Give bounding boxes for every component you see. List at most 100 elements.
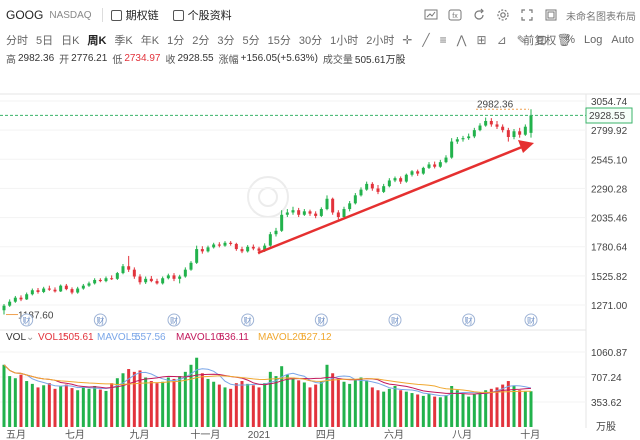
lock-icon[interactable]: ⊡	[536, 33, 547, 47]
auto-toggle[interactable]: Auto	[611, 34, 634, 46]
candle-body	[461, 138, 465, 140]
candle-body	[416, 171, 420, 174]
period-item[interactable]: 年K	[140, 35, 160, 47]
pattern-tool-icon[interactable]: ⋀	[456, 33, 467, 47]
fib-tool-icon[interactable]: ⊞	[476, 33, 487, 47]
adjust-dropdown[interactable]: 前复权	[523, 35, 557, 47]
period-item-active[interactable]: 周K	[87, 35, 107, 47]
candle-body	[291, 210, 295, 213]
chart-type-icon[interactable]	[422, 6, 440, 24]
period-item[interactable]: 1分	[167, 35, 185, 47]
brush-tool-icon[interactable]: ✎	[516, 33, 527, 47]
period-item[interactable]: 5分	[242, 35, 260, 47]
candle-body	[501, 126, 505, 131]
layout-name[interactable]: 未命名图表布局	[566, 11, 636, 23]
earnings-marker-label: 财	[317, 316, 325, 326]
period-item[interactable]: 日K	[61, 35, 80, 47]
volume-bar	[455, 390, 459, 427]
volume-bar	[365, 380, 369, 427]
candle-body	[268, 234, 272, 246]
candle-body	[399, 178, 403, 182]
volume-bar	[331, 373, 335, 427]
volume-bar	[314, 384, 318, 427]
screenshot-icon[interactable]	[542, 6, 560, 24]
volume-bar	[2, 364, 6, 427]
low-label: 低	[112, 54, 123, 66]
collapse-icon[interactable]: ⌄	[26, 332, 34, 343]
volume-bar	[13, 378, 17, 427]
refresh-icon[interactable]	[470, 6, 488, 24]
candle-body	[376, 188, 380, 192]
candle-body	[472, 130, 476, 137]
volume-bar	[438, 397, 442, 427]
candle-body	[421, 167, 425, 174]
volume-bar	[506, 381, 510, 427]
high-value: 2982.36	[18, 52, 55, 64]
candle-body	[404, 174, 408, 182]
x-axis-label: 九月	[129, 429, 149, 440]
period-item[interactable]: 季K	[114, 35, 133, 47]
settings-icon[interactable]	[494, 6, 512, 24]
percent-toggle[interactable]: %	[565, 34, 575, 46]
volume-bar	[25, 381, 29, 427]
candle-body	[8, 301, 12, 306]
period-item[interactable]: 30分	[298, 35, 323, 47]
stock-symbol[interactable]: GOOG	[6, 8, 44, 22]
current-price-tag: 2928.55	[585, 107, 633, 124]
candle-body	[348, 203, 352, 210]
candle-body	[212, 244, 216, 248]
log-toggle[interactable]: Log	[584, 34, 603, 46]
channel-tool-icon[interactable]: ≡	[439, 33, 447, 47]
candle-body	[302, 211, 306, 215]
mavol20-legend-value: 527.12	[301, 332, 332, 343]
options-chain-link[interactable]: 期权链	[110, 7, 159, 23]
options-chain-icon	[110, 9, 122, 21]
volume-bar	[87, 388, 91, 427]
candle-body	[127, 266, 131, 270]
candle-body	[161, 278, 165, 284]
volume-bar	[291, 377, 295, 427]
indicator-icon[interactable]: fx	[446, 6, 464, 24]
volume-bar	[529, 391, 533, 427]
period-item[interactable]: 15分	[267, 35, 291, 47]
line-tool-icon[interactable]: ╱	[422, 33, 430, 47]
candle-body	[484, 120, 488, 126]
candle-body	[200, 249, 204, 252]
change-label: 涨幅	[218, 54, 239, 66]
volume-bar	[166, 377, 170, 427]
volume-bar	[472, 394, 476, 427]
earnings-marker	[167, 313, 181, 327]
volume-bar	[240, 381, 244, 427]
candle-body	[178, 276, 182, 279]
period-item[interactable]: 2分	[192, 35, 210, 47]
volume-bar	[251, 385, 255, 427]
volume-bar	[53, 388, 57, 427]
period-item[interactable]: 2小时	[366, 35, 395, 47]
candle-body	[285, 212, 289, 215]
volume-bar	[138, 370, 142, 427]
period-item[interactable]: 3分	[217, 35, 235, 47]
price-tick-label: 1525.82	[591, 272, 628, 283]
trash-icon[interactable]: 🗑	[556, 33, 572, 47]
current-price-label: 2928.55	[589, 111, 626, 122]
change-value: +156.05(+5.63%)	[240, 52, 318, 64]
earnings-marker	[93, 313, 107, 327]
period-item[interactable]: 5日	[36, 35, 54, 47]
measure-tool-icon[interactable]: ⊿	[496, 33, 507, 47]
fullscreen-icon[interactable]	[518, 6, 536, 24]
earnings-marker	[524, 313, 538, 327]
stock-profile-label: 个股资料	[187, 10, 232, 22]
candle-body	[223, 242, 227, 246]
candle-body	[138, 276, 142, 283]
crosshair-icon[interactable]: ✛	[402, 33, 413, 47]
top-toolbar: GOOG NASDAQ 期权链 个股资料 fx 未命名图表布局	[0, 0, 640, 30]
volume-bar	[206, 378, 210, 427]
stock-profile-link[interactable]: 个股资料	[172, 7, 232, 23]
earnings-marker	[388, 313, 402, 327]
volume-bar	[325, 364, 329, 427]
period-item[interactable]: 分时	[6, 35, 28, 47]
candle-body	[93, 279, 97, 284]
period-item[interactable]: 1小时	[330, 35, 359, 47]
max-price-label: 2982.36	[477, 99, 514, 110]
